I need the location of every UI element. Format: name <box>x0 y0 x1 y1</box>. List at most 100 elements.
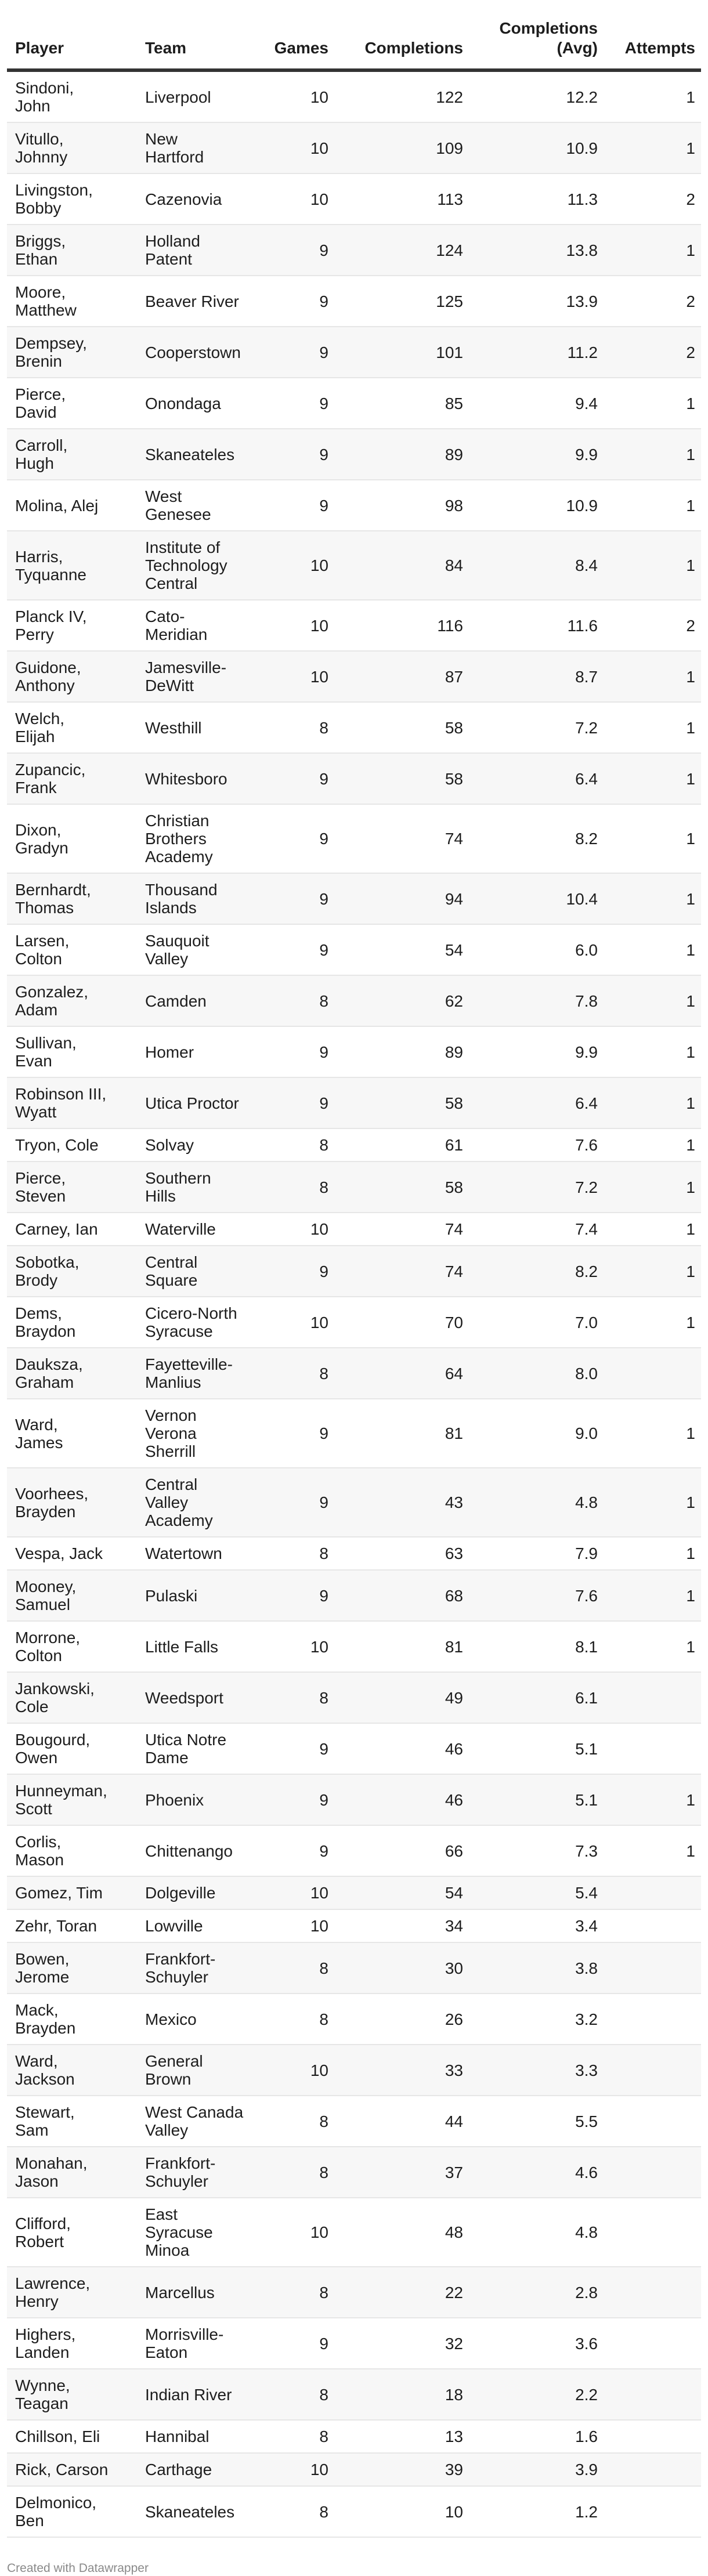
cell-team: Solvay <box>137 1128 253 1162</box>
cell-team: Marcellus <box>137 2267 253 2318</box>
cell-attempts <box>598 1723 701 1775</box>
cell-player: Mooney, Samuel <box>7 1570 137 1622</box>
cell-attempts <box>598 1348 701 1399</box>
cell-completions: 116 <box>328 600 463 652</box>
cell-team: Carthage <box>137 2453 253 2487</box>
cell-games: 8 <box>253 1348 328 1399</box>
cell-team: Watertown <box>137 1537 253 1571</box>
cell-completions: 54 <box>328 924 463 976</box>
cell-completions: 44 <box>328 2096 463 2147</box>
cell-player: Carney, Ian <box>7 1213 137 1246</box>
cell-attempts: 1 <box>598 1537 701 1571</box>
cell-completions-avg: 8.2 <box>463 804 598 874</box>
cell-team: New Hartford <box>137 122 253 174</box>
cell-completions-avg: 5.4 <box>463 1876 598 1910</box>
cell-attempts: 1 <box>598 480 701 531</box>
table-row: Zehr, Toran Lowville 10 34 3.4 <box>7 1909 701 1943</box>
cell-attempts: 1 <box>598 1621 701 1673</box>
cell-player: Sindoni, John <box>7 70 137 123</box>
table-row: Wynne, Teagan Indian River 8 18 2.2 <box>7 2369 701 2421</box>
cell-team: Utica Proctor <box>137 1077 253 1129</box>
table-row: Carroll, Hugh Skaneateles 9 89 9.9 1 <box>7 429 701 480</box>
cell-completions: 26 <box>328 1993 463 2045</box>
cell-player: Vespa, Jack <box>7 1537 137 1571</box>
cell-games: 10 <box>253 2453 328 2487</box>
cell-games: 8 <box>253 1128 328 1162</box>
cell-completions-avg: 3.2 <box>463 1993 598 2045</box>
cell-games: 9 <box>253 480 328 531</box>
table-row: Mack, Brayden Mexico 8 26 3.2 <box>7 1993 701 2045</box>
header-attempts[interactable]: Attempts <box>598 0 701 72</box>
cell-attempts <box>598 1672 701 1724</box>
cell-completions: 64 <box>328 1348 463 1399</box>
cell-player: Gonzalez, Adam <box>7 975 137 1027</box>
cell-games: 9 <box>253 429 328 480</box>
cell-team: Vernon Verona Sherrill <box>137 1399 253 1468</box>
header-player[interactable]: Player <box>7 0 137 72</box>
cell-completions: 13 <box>328 2420 463 2454</box>
table-row: Tryon, Cole Solvay 8 61 7.6 1 <box>7 1128 701 1162</box>
header-team[interactable]: Team <box>137 0 253 72</box>
cell-completions-avg: 7.9 <box>463 1537 598 1571</box>
cell-games: 8 <box>253 1942 328 1994</box>
header-completions-avg[interactable]: Completions (Avg) <box>463 0 598 72</box>
table-row: Pierce, David Onondaga 9 85 9.4 1 <box>7 378 701 429</box>
cell-team: Liverpool <box>137 70 253 123</box>
table-row: Dauksza, Graham Fayetteville- Manlius 8 64 8… <box>7 1348 701 1399</box>
cell-team: Jamesville- DeWitt <box>137 651 253 703</box>
cell-team: Institute of Technology Central <box>137 531 253 600</box>
cell-team: Phoenix <box>137 1774 253 1826</box>
cell-completions-avg: 10.9 <box>463 122 598 174</box>
cell-player: Ward, Jackson <box>7 2045 137 2096</box>
cell-team: Indian River <box>137 2369 253 2421</box>
table-row: Stewart, Sam West Canada Valley 8 44 5.5 <box>7 2096 701 2147</box>
cell-games: 9 <box>253 276 328 327</box>
cell-player: Jankowski, Cole <box>7 1672 137 1724</box>
cell-team: Whitesboro <box>137 753 253 805</box>
cell-games: 8 <box>253 2147 328 2198</box>
cell-games: 9 <box>253 1570 328 1622</box>
cell-attempts: 1 <box>598 1077 701 1129</box>
cell-games: 8 <box>253 2096 328 2147</box>
cell-attempts: 1 <box>598 70 701 123</box>
cell-games: 8 <box>253 702 328 754</box>
cell-player: Monahan, Jason <box>7 2147 137 2198</box>
cell-team: West Genesee <box>137 480 253 531</box>
cell-completions: 68 <box>328 1570 463 1622</box>
cell-games: 8 <box>253 1672 328 1724</box>
cell-player: Welch, Elijah <box>7 702 137 754</box>
cell-games: 8 <box>253 2486 328 2538</box>
header-completions[interactable]: Completions <box>328 0 463 72</box>
cell-player: Dempsey, Brenin <box>7 327 137 378</box>
cell-player: Zupancic, Frank <box>7 753 137 805</box>
cell-completions-avg: 4.6 <box>463 2147 598 2198</box>
header-games[interactable]: Games <box>253 0 328 72</box>
cell-attempts <box>598 1909 701 1943</box>
cell-completions-avg: 4.8 <box>463 2198 598 2267</box>
cell-completions-avg: 5.1 <box>463 1774 598 1826</box>
cell-player: Pierce, David <box>7 378 137 429</box>
cell-completions-avg: 8.4 <box>463 531 598 600</box>
cell-games: 9 <box>253 1399 328 1468</box>
table-row: Robinson III, Wyatt Utica Proctor 9 58 6.4 1 <box>7 1077 701 1129</box>
table-row: Harris, Tyquanne Institute of Technology … <box>7 531 701 600</box>
cell-team: Waterville <box>137 1213 253 1246</box>
cell-games: 10 <box>253 173 328 225</box>
cell-completions-avg: 9.9 <box>463 429 598 480</box>
cell-team: Little Falls <box>137 1621 253 1673</box>
cell-completions-avg: 3.8 <box>463 1942 598 1994</box>
cell-games: 9 <box>253 804 328 874</box>
table-row: Rick, Carson Carthage 10 39 3.9 <box>7 2453 701 2487</box>
cell-attempts <box>598 2318 701 2369</box>
cell-team: Onondaga <box>137 378 253 429</box>
cell-games: 10 <box>253 1621 328 1673</box>
cell-team: Sauquoit Valley <box>137 924 253 976</box>
cell-games: 8 <box>253 1162 328 1213</box>
cell-attempts <box>598 2486 701 2538</box>
cell-completions: 63 <box>328 1537 463 1571</box>
cell-team: West Canada Valley <box>137 2096 253 2147</box>
table-row: Dixon, Gradyn Christian Brothers Academy 9… <box>7 804 701 874</box>
table-row: Mooney, Samuel Pulaski 9 68 7.6 1 <box>7 1570 701 1622</box>
cell-games: 9 <box>253 924 328 976</box>
